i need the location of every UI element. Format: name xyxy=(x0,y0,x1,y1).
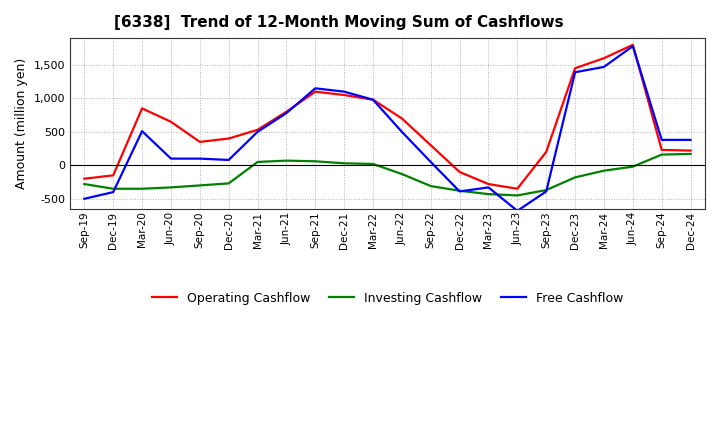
Free Cashflow xyxy=(196,156,204,161)
Operating Cashflow xyxy=(426,143,435,148)
Investing Cashflow xyxy=(657,152,666,157)
Operating Cashflow xyxy=(109,173,117,178)
Free Cashflow xyxy=(80,196,89,202)
Free Cashflow xyxy=(686,137,695,143)
Operating Cashflow xyxy=(311,89,320,94)
Operating Cashflow xyxy=(629,42,637,48)
Text: [6338]  Trend of 12-Month Moving Sum of Cashflows: [6338] Trend of 12-Month Moving Sum of C… xyxy=(114,15,564,30)
Free Cashflow xyxy=(311,86,320,91)
Free Cashflow xyxy=(138,128,146,134)
Investing Cashflow xyxy=(196,183,204,188)
Operating Cashflow xyxy=(80,176,89,181)
Investing Cashflow xyxy=(686,151,695,157)
Line: Operating Cashflow: Operating Cashflow xyxy=(84,45,690,189)
Legend: Operating Cashflow, Investing Cashflow, Free Cashflow: Operating Cashflow, Investing Cashflow, … xyxy=(147,287,628,310)
Free Cashflow xyxy=(571,70,580,75)
Investing Cashflow xyxy=(225,181,233,186)
Free Cashflow xyxy=(629,44,637,49)
Free Cashflow xyxy=(657,137,666,143)
Investing Cashflow xyxy=(80,181,89,187)
Operating Cashflow xyxy=(686,148,695,153)
Free Cashflow xyxy=(600,64,608,70)
Investing Cashflow xyxy=(397,171,406,176)
Free Cashflow xyxy=(109,190,117,195)
Operating Cashflow xyxy=(600,55,608,61)
Operating Cashflow xyxy=(340,92,348,98)
Line: Free Cashflow: Free Cashflow xyxy=(84,46,690,211)
Operating Cashflow xyxy=(455,169,464,175)
Operating Cashflow xyxy=(513,186,522,191)
Investing Cashflow xyxy=(513,193,522,198)
Operating Cashflow xyxy=(369,97,377,103)
Free Cashflow xyxy=(340,89,348,94)
Operating Cashflow xyxy=(138,106,146,111)
Free Cashflow xyxy=(369,97,377,103)
Operating Cashflow xyxy=(253,127,262,132)
Investing Cashflow xyxy=(542,187,551,193)
Free Cashflow xyxy=(225,158,233,163)
Investing Cashflow xyxy=(426,183,435,189)
Investing Cashflow xyxy=(340,161,348,166)
Investing Cashflow xyxy=(311,159,320,164)
Operating Cashflow xyxy=(196,139,204,144)
Investing Cashflow xyxy=(369,161,377,167)
Free Cashflow xyxy=(426,159,435,165)
Y-axis label: Amount (million yen): Amount (million yen) xyxy=(15,58,28,189)
Operating Cashflow xyxy=(282,109,291,114)
Operating Cashflow xyxy=(225,136,233,141)
Free Cashflow xyxy=(397,129,406,135)
Free Cashflow xyxy=(513,208,522,213)
Free Cashflow xyxy=(253,129,262,135)
Free Cashflow xyxy=(282,110,291,116)
Line: Investing Cashflow: Investing Cashflow xyxy=(84,154,690,195)
Operating Cashflow xyxy=(397,116,406,121)
Free Cashflow xyxy=(542,189,551,194)
Operating Cashflow xyxy=(571,66,580,71)
Operating Cashflow xyxy=(166,119,175,125)
Free Cashflow xyxy=(484,185,492,190)
Investing Cashflow xyxy=(166,185,175,190)
Investing Cashflow xyxy=(138,186,146,191)
Investing Cashflow xyxy=(455,188,464,194)
Investing Cashflow xyxy=(109,186,117,191)
Investing Cashflow xyxy=(484,191,492,197)
Operating Cashflow xyxy=(484,181,492,187)
Free Cashflow xyxy=(166,156,175,161)
Investing Cashflow xyxy=(571,175,580,180)
Operating Cashflow xyxy=(542,149,551,154)
Investing Cashflow xyxy=(282,158,291,163)
Investing Cashflow xyxy=(600,168,608,173)
Operating Cashflow xyxy=(657,147,666,153)
Investing Cashflow xyxy=(629,164,637,169)
Free Cashflow xyxy=(455,189,464,194)
Investing Cashflow xyxy=(253,159,262,165)
